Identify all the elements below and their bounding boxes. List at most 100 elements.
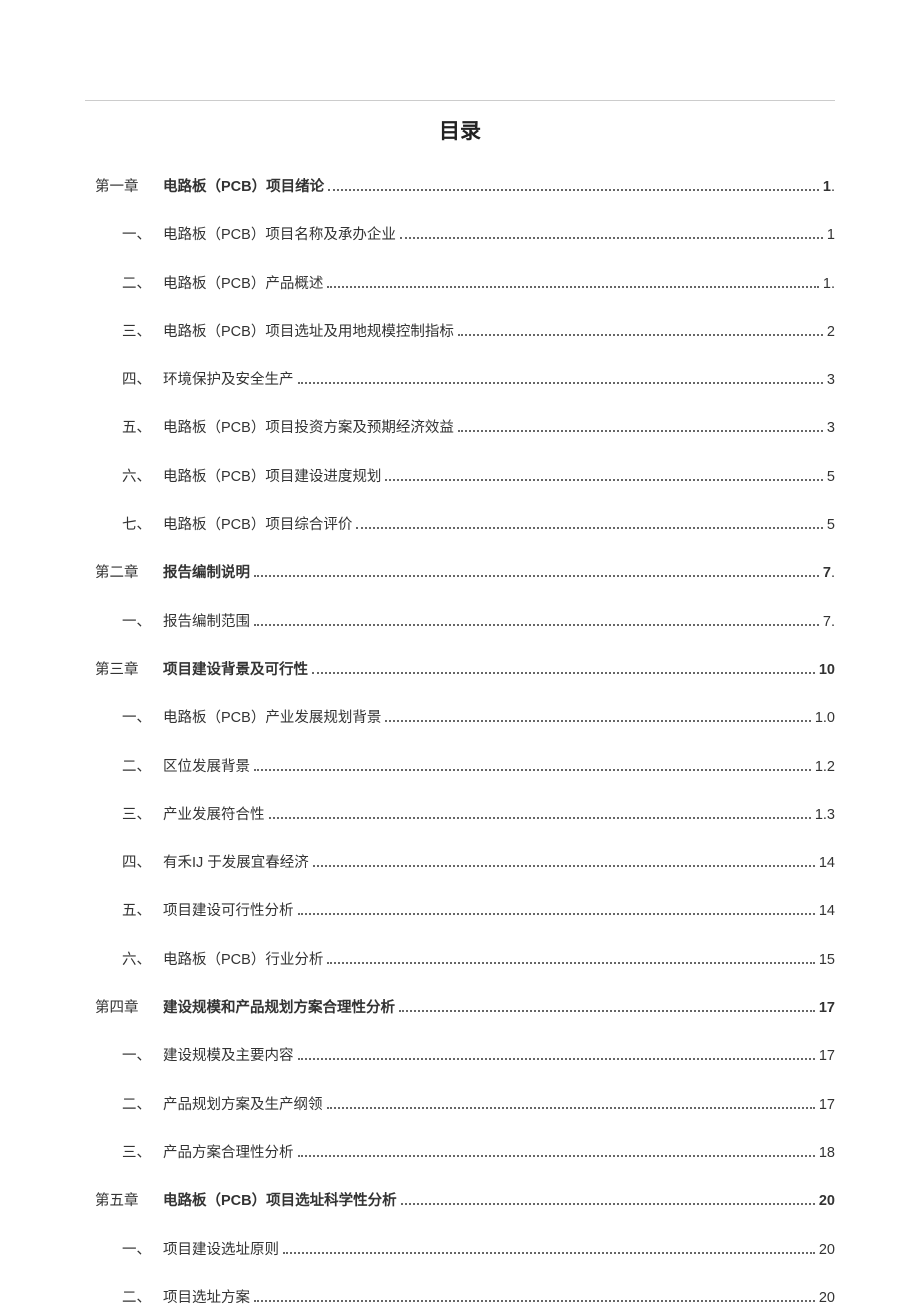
toc-label: 五、	[85, 418, 163, 438]
toc-row: 第四章建设规模和产品规划方案合理性分析 17	[85, 998, 835, 1018]
toc-label: 六、	[85, 950, 163, 970]
toc-page-number: 1.	[823, 177, 835, 197]
toc-row: 二、产品规划方案及生产纲领 17	[85, 1095, 835, 1115]
page-title: 目录	[85, 115, 835, 145]
toc-label: 二、	[85, 274, 163, 294]
toc-row: 三、产业发展符合性1.3	[85, 805, 835, 825]
toc-leader-dots	[458, 334, 823, 336]
toc-text: 产品方案合理性分析	[163, 1143, 294, 1163]
toc-leader-dots	[385, 479, 823, 481]
toc-leader-dots	[458, 430, 823, 432]
toc-label: 七、	[85, 515, 163, 535]
toc-leader-dots	[254, 1300, 815, 1302]
toc-text: 区位发展背景	[163, 757, 250, 777]
toc-label: 一、	[85, 225, 163, 245]
toc-text: 建设规模及主要内容	[163, 1046, 294, 1066]
toc-row: 一、电路板（PCB）产业发展规划背景 1.0	[85, 708, 835, 728]
toc-page-number: 5	[827, 467, 835, 487]
toc-page-number: 18	[819, 1143, 835, 1163]
toc-row: 五、电路板（PCB）项目投资方案及预期经济效益 3	[85, 418, 835, 438]
toc-page-number: 17	[819, 1046, 835, 1066]
toc-leader-dots	[327, 1107, 815, 1109]
toc-leader-dots	[298, 1058, 815, 1060]
toc-label: 二、	[85, 757, 163, 777]
toc-label: 二、	[85, 1288, 163, 1308]
toc-page-number: 1.0	[815, 708, 835, 728]
toc-page-number: 14	[819, 853, 835, 873]
toc-leader-dots	[254, 769, 811, 771]
toc-label: 第二章	[85, 563, 163, 583]
toc-text: 电路板（PCB）行业分析	[163, 950, 323, 970]
toc-row: 一、报告编制范围7.	[85, 612, 835, 632]
toc-label: 第一章	[85, 177, 163, 197]
toc-row: 二、区位发展背景 1.2	[85, 757, 835, 777]
toc-row: 三、产品方案合理性分析 18	[85, 1143, 835, 1163]
toc-row: 三、电路板（PCB）项目选址及用地规模控制指标2	[85, 322, 835, 342]
toc-label: 一、	[85, 1046, 163, 1066]
toc-label: 一、	[85, 612, 163, 632]
toc-label: 三、	[85, 1143, 163, 1163]
toc-leader-dots	[313, 865, 815, 867]
toc-text: 电路板（PCB）项目名称及承办企业	[163, 225, 396, 245]
toc-page-number: 14	[819, 901, 835, 921]
toc-text: 电路板（PCB）产业发展规划背景	[163, 708, 381, 728]
toc-text: 产业发展符合性	[163, 805, 265, 825]
toc-page-number: 5	[827, 515, 835, 535]
toc-row: 一、电路板（PCB）项目名称及承办企业 1	[85, 225, 835, 245]
toc-page-number: 1.2	[815, 757, 835, 777]
toc-label: 一、	[85, 1240, 163, 1260]
toc-row: 第二章报告编制说明7.	[85, 563, 835, 583]
toc-text: 电路板（PCB）项目投资方案及预期经济效益	[163, 418, 454, 438]
toc-row: 一、项目建设选址原则20	[85, 1240, 835, 1260]
toc-row: 第三章项目建设背景及可行性10	[85, 660, 835, 680]
toc-page-number: 1.	[823, 274, 835, 294]
toc-text: 报告编制说明	[163, 563, 250, 583]
toc-page-number: 3	[827, 418, 835, 438]
toc-label: 一、	[85, 708, 163, 728]
toc-leader-dots	[254, 575, 819, 577]
toc-page-number: 17	[819, 1095, 835, 1115]
toc-page-number: 20	[819, 1288, 835, 1308]
toc-text: 产品规划方案及生产纲领	[163, 1095, 323, 1115]
toc-label: 四、	[85, 370, 163, 390]
toc-leader-dots	[298, 1155, 815, 1157]
toc-text: 项目选址方案	[163, 1288, 250, 1308]
toc-text: 建设规模和产品规划方案合理性分析	[163, 998, 395, 1018]
toc-leader-dots	[283, 1252, 815, 1254]
toc-page-number: 10	[819, 660, 835, 680]
toc-page-number: 7.	[823, 612, 835, 632]
toc-leader-dots	[401, 1203, 815, 1205]
toc-leader-dots	[298, 382, 823, 384]
toc-row: 第一章电路板（PCB）项目绪论 1.	[85, 177, 835, 197]
toc-page-number: 17	[819, 998, 835, 1018]
toc-text: 电路板（PCB）项目绪论	[163, 177, 324, 197]
toc-label: 第五章	[85, 1191, 163, 1211]
toc-label: 四、	[85, 853, 163, 873]
toc-leader-dots	[328, 189, 819, 191]
toc-page-number: 3	[827, 370, 835, 390]
toc-leader-dots	[356, 527, 823, 529]
toc-text: 环境保护及安全生产	[163, 370, 294, 390]
toc-row: 二、项目选址方案 20	[85, 1288, 835, 1308]
toc-row: 六、电路板（PCB）项目建设进度规划5	[85, 467, 835, 487]
toc-row: 四、有禾IJ 于发展宜春经济14	[85, 853, 835, 873]
toc-page-number: 20	[819, 1240, 835, 1260]
toc-text: 项目建设背景及可行性	[163, 660, 308, 680]
toc-row: 二、电路板（PCB）产品概述1.	[85, 274, 835, 294]
toc-leader-dots	[327, 286, 819, 288]
toc-page-number: 1.3	[815, 805, 835, 825]
toc-leader-dots	[400, 237, 823, 239]
top-divider	[85, 100, 835, 101]
toc-row: 第五章电路板（PCB）项目选址科学性分析20	[85, 1191, 835, 1211]
toc-label: 三、	[85, 322, 163, 342]
toc-row: 六、电路板（PCB）行业分析 15	[85, 950, 835, 970]
toc-label: 第四章	[85, 998, 163, 1018]
toc-page-number: 15	[819, 950, 835, 970]
toc-label: 二、	[85, 1095, 163, 1115]
toc-text: 项目建设可行性分析	[163, 901, 294, 921]
toc-leader-dots	[399, 1010, 815, 1012]
toc-page-number: 2	[827, 322, 835, 342]
toc-page-number: 1	[827, 225, 835, 245]
toc-label: 五、	[85, 901, 163, 921]
toc-text: 电路板（PCB）项目建设进度规划	[163, 467, 381, 487]
